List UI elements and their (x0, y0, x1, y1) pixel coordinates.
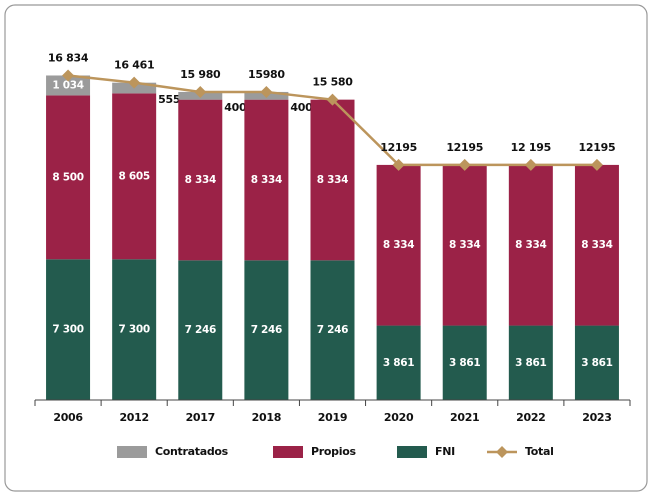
value-label: 400 (290, 101, 313, 114)
value-label: 3 861 (383, 357, 414, 369)
value-label: 3 861 (515, 357, 546, 369)
value-label: 8 334 (449, 239, 480, 251)
bar-segment (244, 99, 289, 261)
value-label: 8 334 (383, 239, 414, 251)
legend-label: Contratados (155, 445, 229, 458)
value-label: 3 861 (581, 357, 612, 369)
bar-segment (178, 260, 223, 400)
value-label: 3 861 (449, 357, 480, 369)
value-label: 7 300 (52, 324, 83, 336)
value-label: 8 334 (251, 174, 282, 186)
bar-segment (244, 260, 289, 400)
value-label: 8 334 (515, 239, 546, 251)
bar-segment (46, 95, 91, 260)
bar-segment (508, 325, 553, 400)
total-marker (326, 93, 339, 106)
legend-swatch (397, 446, 427, 458)
x-tick-label: 2017 (186, 411, 215, 424)
x-tick-label: 2018 (252, 411, 281, 424)
bar-segment (574, 325, 619, 400)
bar-segment (310, 260, 355, 400)
value-label: 7 246 (251, 324, 282, 336)
value-label: 8 334 (581, 239, 612, 251)
bar-segment (310, 99, 355, 261)
x-tick-label: 2006 (53, 411, 83, 424)
total-marker (458, 158, 471, 171)
total-label: 15 580 (312, 76, 353, 89)
bar-segment (376, 164, 421, 326)
value-label: 7 246 (317, 324, 348, 336)
legend-swatch (273, 446, 303, 458)
total-label: 15 980 (180, 68, 221, 81)
value-label: 8 334 (185, 174, 216, 186)
value-label: 8 500 (52, 171, 83, 183)
x-tick-label: 2021 (450, 411, 479, 424)
total-marker (260, 85, 273, 98)
bar-segment (442, 164, 487, 326)
bar-segment (46, 259, 91, 400)
total-marker (590, 158, 603, 171)
total-marker (392, 158, 405, 171)
bar-segment (442, 325, 487, 400)
total-label: 16 461 (114, 59, 154, 72)
value-label: 1 034 (52, 79, 83, 91)
total-marker (128, 76, 141, 89)
total-label: 12195 (446, 141, 483, 154)
value-label: 8 334 (317, 174, 348, 186)
bar-segment (178, 99, 223, 261)
x-tick-label: 2019 (318, 411, 347, 424)
bar-segment (112, 259, 157, 400)
bar-segment (376, 325, 421, 400)
x-tick-label: 2022 (516, 411, 545, 424)
total-label: 12195 (380, 141, 417, 154)
bar-segment (574, 164, 619, 326)
x-tick-label: 2023 (582, 411, 611, 424)
total-label: 12195 (579, 141, 616, 154)
bar-segment (112, 93, 157, 260)
legend-marker (496, 446, 508, 458)
value-label: 555 (158, 93, 180, 106)
total-label: 15980 (248, 68, 285, 81)
legend-label: Propios (311, 445, 356, 458)
legend-label: FNI (435, 445, 455, 458)
x-tick-label: 2012 (119, 411, 148, 424)
legend-swatch (117, 446, 147, 458)
total-marker (524, 158, 537, 171)
total-marker (62, 69, 75, 82)
value-label: 7 300 (118, 324, 149, 336)
total-label: 16 834 (48, 51, 89, 64)
value-label: 8 605 (118, 170, 149, 182)
bar-segment (508, 164, 553, 326)
legend-label: Total (525, 445, 554, 458)
value-label: 400 (224, 101, 247, 114)
x-tick-label: 2020 (384, 411, 414, 424)
value-label: 7 246 (185, 324, 216, 336)
total-label: 12 195 (511, 141, 551, 154)
total-marker (194, 85, 207, 98)
bar-segment (46, 75, 91, 96)
